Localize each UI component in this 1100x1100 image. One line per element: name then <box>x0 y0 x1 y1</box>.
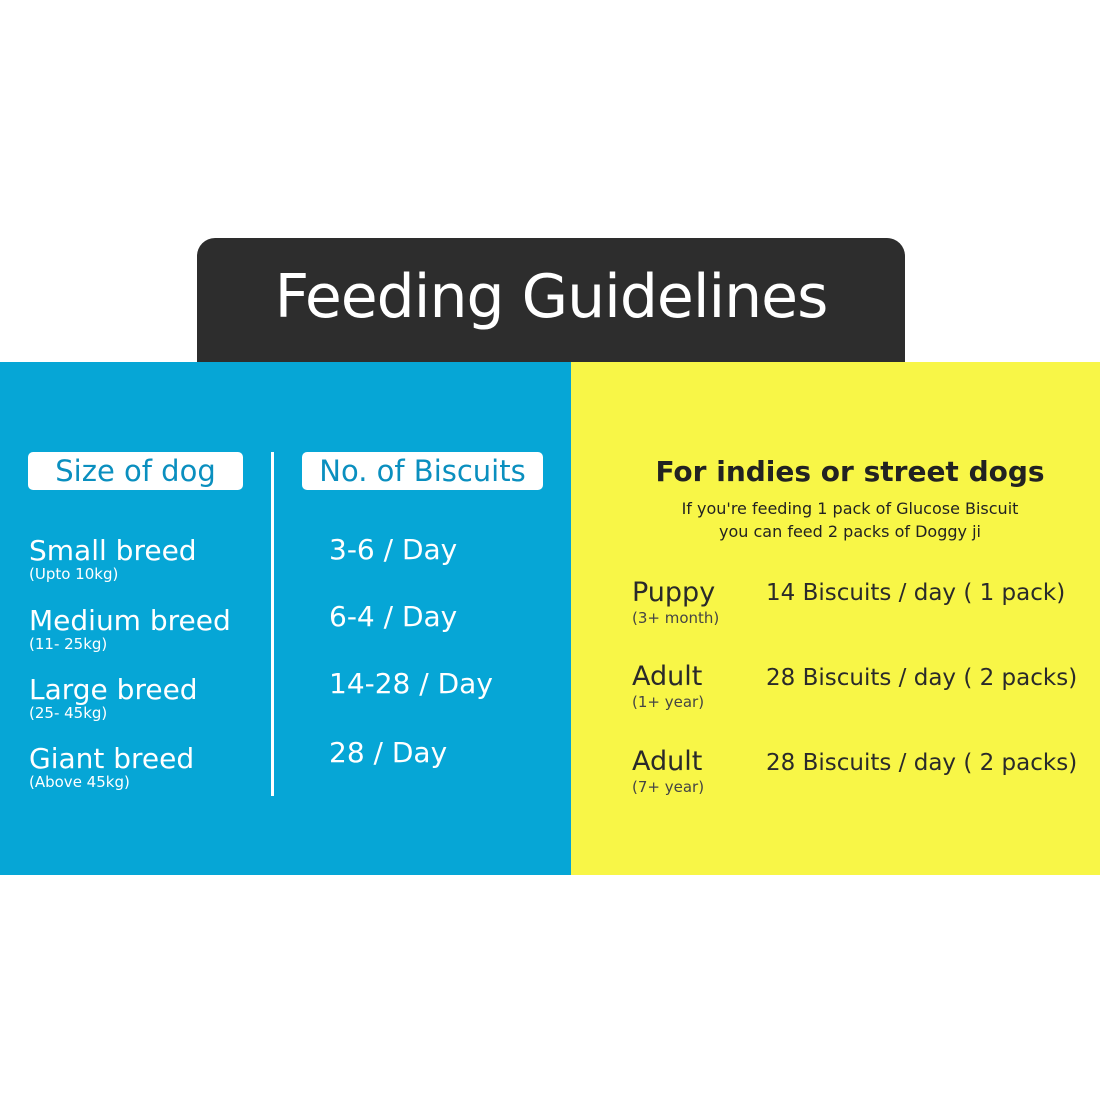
breed-weight: (Upto 10kg) <box>29 565 119 583</box>
street-dogs-subtitle-2: you can feed 2 packs of Doggy ji <box>719 522 981 541</box>
column-divider <box>271 452 274 796</box>
age-adult-1: Adult (1+ year) <box>632 662 704 712</box>
breed-weight: (Above 45kg) <box>29 773 130 791</box>
street-dogs-panel <box>571 362 1100 875</box>
age-note: (7+ year) <box>632 778 705 796</box>
amount-adult-7: 28 Biscuits / day ( 2 packs) <box>766 750 1078 776</box>
count-small: 3-6 / Day <box>329 533 458 566</box>
breed-label: Large breed <box>29 673 198 706</box>
count-large: 14-28 / Day <box>329 667 493 700</box>
age-label: Adult <box>632 661 703 692</box>
count-medium: 6-4 / Day <box>329 600 458 633</box>
age-adult-7: Adult (7+ year) <box>632 747 704 797</box>
age-label: Adult <box>632 746 703 777</box>
breed-large: Large breed (25- 45kg) <box>29 675 198 722</box>
breed-small: Small breed (Upto 10kg) <box>29 536 197 583</box>
count-giant: 28 / Day <box>329 736 448 769</box>
age-note: (1+ year) <box>632 693 705 711</box>
amount-adult-1: 28 Biscuits / day ( 2 packs) <box>766 665 1078 691</box>
age-label: Puppy <box>632 577 716 608</box>
breed-medium: Medium breed (11- 25kg) <box>29 606 231 653</box>
breed-label: Medium breed <box>29 604 231 637</box>
biscuits-header: No. of Biscuits <box>302 452 543 490</box>
size-of-dog-header: Size of dog <box>28 452 243 490</box>
age-note: (3+ month) <box>632 609 720 627</box>
dog-size-panel <box>0 362 571 875</box>
street-dogs-subtitle-1: If you're feeding 1 pack of Glucose Bisc… <box>681 499 1019 518</box>
age-puppy: Puppy (3+ month) <box>632 578 719 628</box>
breed-label: Small breed <box>29 534 197 567</box>
breed-weight: (11- 25kg) <box>29 635 108 653</box>
breed-label: Giant breed <box>29 742 195 775</box>
amount-puppy: 14 Biscuits / day ( 1 pack) <box>766 580 1066 606</box>
breed-weight: (25- 45kg) <box>29 704 108 722</box>
breed-giant: Giant breed (Above 45kg) <box>29 744 194 791</box>
page-title: Feeding Guidelines <box>197 238 905 368</box>
street-dogs-title: For indies or street dogs <box>655 455 1045 488</box>
